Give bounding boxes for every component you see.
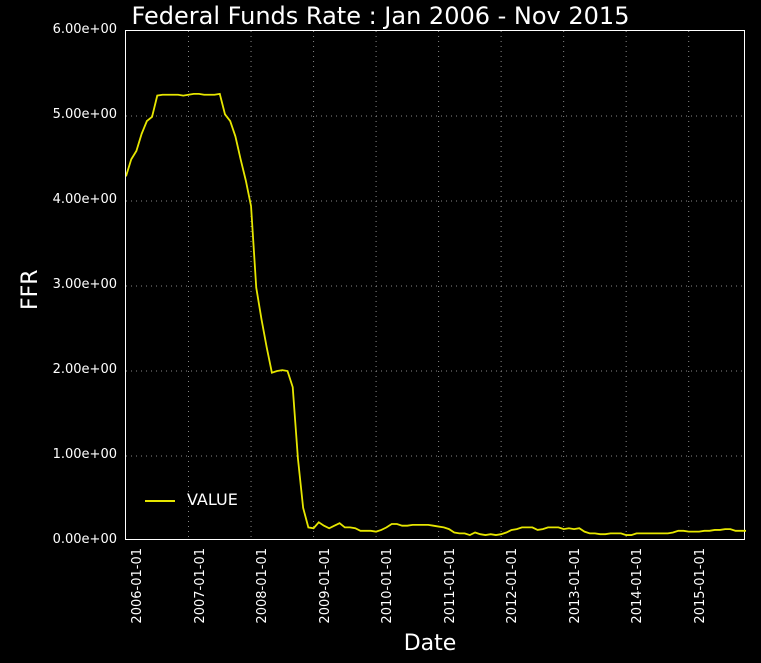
x-tick-label: 2007-01-01 <box>193 548 208 638</box>
y-tick-label: 5.00e+00 <box>37 107 117 122</box>
x-tick-label: 2012-01-01 <box>505 548 520 638</box>
legend-label: VALUE <box>187 490 238 509</box>
y-tick-label: 1.00e+00 <box>37 447 117 462</box>
x-tick-label: 2008-01-01 <box>255 548 270 638</box>
y-tick-label: 4.00e+00 <box>37 192 117 207</box>
x-tick-label: 2014-01-01 <box>630 548 645 638</box>
plot-area <box>125 30 745 540</box>
y-tick-label: 3.00e+00 <box>37 277 117 292</box>
x-tick-label: 2011-01-01 <box>443 548 458 638</box>
x-tick-label: 2015-01-01 <box>693 548 708 638</box>
x-tick-label: 2010-01-01 <box>380 548 395 638</box>
y-tick-label: 2.00e+00 <box>37 362 117 377</box>
y-tick-label: 0.00e+00 <box>37 532 117 547</box>
legend: VALUE <box>145 490 238 509</box>
y-tick-label: 6.00e+00 <box>37 22 117 37</box>
legend-line-swatch <box>145 500 175 502</box>
x-axis-label: Date <box>300 631 560 656</box>
x-tick-label: 2006-01-01 <box>130 548 145 638</box>
chart-container: { "chart": { "type": "line", "title": "F… <box>0 0 761 663</box>
x-tick-label: 2013-01-01 <box>568 548 583 638</box>
x-tick-label: 2009-01-01 <box>318 548 333 638</box>
